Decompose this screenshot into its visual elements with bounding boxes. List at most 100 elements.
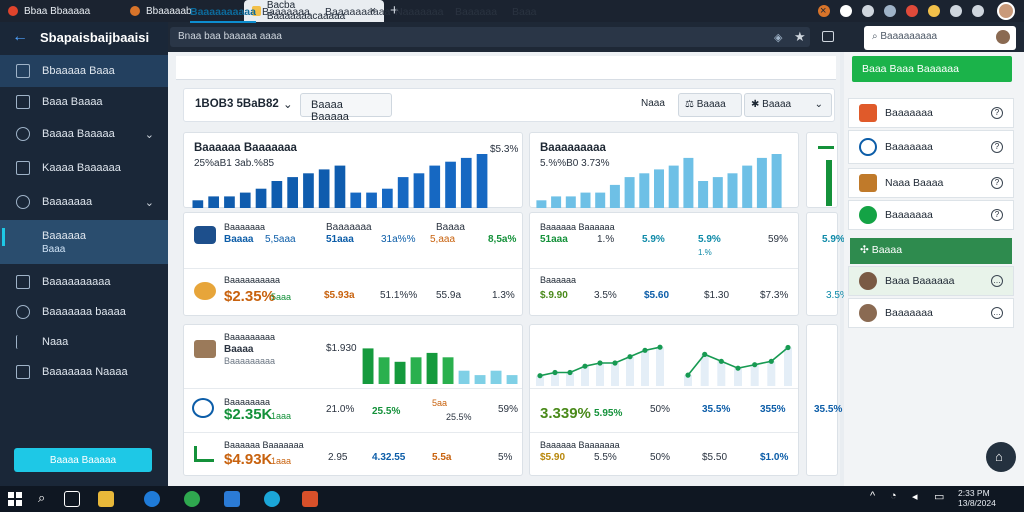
cell-value-large: 3.339%: [540, 405, 591, 422]
area-bar: [551, 372, 559, 386]
sidebar-item-active[interactable]: Baaaaaa Baaa: [0, 220, 168, 264]
bar-mark: [445, 161, 456, 208]
help-icon[interactable]: ?: [991, 209, 1003, 221]
metrics-table: [183, 212, 523, 316]
close-icon[interactable]: ×: [820, 5, 827, 17]
more-icon[interactable]: …: [991, 275, 1003, 287]
back-arrow-icon[interactable]: ←: [12, 28, 28, 45]
start-menu-icon[interactable]: [8, 492, 22, 506]
data-point: [718, 358, 724, 364]
period-select[interactable]: 1BOB3 5BaB82 ⌄: [187, 93, 297, 117]
sidebar-item[interactable]: Baaaaaaaaaa: [0, 266, 168, 298]
sidebar-item[interactable]: Kaaaa Baaaaaa: [0, 152, 168, 184]
sort-button[interactable]: ✱ Baaaa ⌄: [744, 93, 832, 117]
tab-item[interactable]: Baaaaaaaaaa: [325, 6, 391, 18]
browser-tab[interactable]: Bbaaaaab: [122, 0, 240, 22]
app-icon[interactable]: [264, 491, 280, 507]
view-toggle-button[interactable]: ⚖ Baaaa: [678, 93, 742, 117]
file-explorer-icon[interactable]: [98, 491, 114, 507]
panel-person[interactable]: Baaa Baaaaaa…: [848, 266, 1014, 296]
battery-icon[interactable]: ▭: [934, 491, 945, 503]
extension-icon[interactable]: [840, 5, 852, 17]
tab-favicon-icon: [130, 6, 140, 16]
share-icon[interactable]: ◈: [774, 32, 783, 44]
extension-icon[interactable]: [906, 5, 918, 17]
cell-value: 8,5a%: [488, 234, 517, 245]
sidebar-item[interactable]: Baaaaaaa Naaaa: [0, 356, 168, 388]
help-icon[interactable]: ?: [991, 107, 1003, 119]
extension-icon[interactable]: [928, 5, 940, 17]
panel-person[interactable]: Baaaaaaa…: [848, 298, 1014, 328]
sidebar-item[interactable]: Bbaaaaa Baaa: [0, 55, 168, 87]
tab-item[interactable]: Baaaaaaa: [262, 6, 310, 18]
sidebar-action-button[interactable]: Baaaa Baaaaa: [14, 448, 152, 472]
filter-button[interactable]: Baaaa Baaaaa: [300, 93, 392, 123]
bar-mark: [460, 157, 472, 208]
cell-value: 5.9%: [822, 234, 845, 245]
help-icon[interactable]: ?: [991, 141, 1003, 153]
area-bar: [566, 372, 574, 386]
chart-value: $5.3%: [490, 144, 519, 155]
bar-mark: [595, 192, 606, 208]
extension-icon[interactable]: [862, 5, 874, 17]
bar-mark: [224, 196, 235, 208]
more-icon[interactable]: …: [991, 307, 1003, 319]
sidebar-item[interactable]: Baaaaaaa baaaa: [0, 296, 168, 328]
tray-chevron-icon[interactable]: ^: [870, 490, 876, 502]
panel-item[interactable]: Baaaaaaa?: [848, 200, 1014, 230]
sidebar-item[interactable]: Baaaa Baaaaa ⌄: [0, 118, 168, 150]
more-link[interactable]: Naaa: [641, 98, 665, 109]
row-name: Baaaaaaaaa: [224, 332, 276, 342]
close-tab-icon[interactable]: ×: [369, 5, 376, 17]
bar-mark: [334, 165, 346, 208]
star-icon[interactable]: ★: [794, 29, 806, 44]
bar-mark: [208, 196, 219, 208]
browser-tab-active[interactable]: Bacba Baaaaaaacaaaaa ×: [244, 0, 384, 22]
extension-icon[interactable]: [884, 5, 896, 17]
filter-button-label: Baaaa Baaaaa: [311, 99, 349, 123]
chrome-icon[interactable]: [184, 491, 200, 507]
chart-subtitle: 5.%%B0 3.73%: [540, 158, 610, 169]
sidebar-item[interactable]: Baaaaaaa ⌄: [0, 186, 168, 218]
tab-item[interactable]: Baaaaaa: [455, 6, 498, 18]
task-view-icon[interactable]: [64, 491, 80, 507]
tab-overview[interactable]: Baaaaaaaaaa: [190, 6, 256, 23]
extension-icon[interactable]: [818, 5, 830, 17]
extension-icon[interactable]: [972, 5, 984, 17]
sidebar-item[interactable]: Naaa: [0, 326, 168, 358]
search-icon[interactable]: ⌕: [38, 490, 46, 505]
bar-mark: [654, 169, 664, 208]
panel-item[interactable]: Baaaaaaa?: [848, 130, 1014, 164]
wifi-icon[interactable]: ◔: [890, 490, 897, 502]
avatar[interactable]: [996, 30, 1010, 44]
search-input[interactable]: ⌕ Baaaaaaaaa: [864, 26, 1016, 50]
bar-mark: [826, 160, 832, 206]
company-logo: [194, 226, 216, 244]
chevron-down-icon[interactable]: ⌄: [144, 196, 154, 209]
store-icon[interactable]: [224, 491, 240, 507]
panel-item[interactable]: Baaaaaaa?: [848, 98, 1014, 128]
window-icon[interactable]: [822, 31, 834, 42]
browser-tab[interactable]: Bbaa Bbaaaaa: [0, 0, 120, 22]
row-sub: Baaaaaaaaa: [224, 356, 276, 366]
primary-action-button[interactable]: Baaa Baaa Baaaaaa: [852, 56, 1012, 82]
sidebar-item[interactable]: Baaa Baaaa: [0, 86, 168, 118]
app-icon[interactable]: [302, 491, 318, 507]
new-tab-button[interactable]: +: [390, 2, 399, 19]
extension-icon[interactable]: [950, 5, 962, 17]
tab-item[interactable]: Naaaaaaa: [395, 6, 444, 18]
volume-icon[interactable]: ◂: [912, 491, 918, 503]
search-input-text: Baaaaaaaaa: [880, 31, 938, 42]
taskbar-clock[interactable]: 2:33 PM 13/8/2024: [958, 488, 996, 508]
profile-avatar[interactable]: [997, 2, 1015, 20]
help-icon[interactable]: ?: [991, 177, 1003, 189]
data-point: [552, 369, 558, 376]
line-chart: [536, 344, 664, 386]
area-bar: [581, 366, 589, 386]
chevron-down-icon[interactable]: ⌄: [144, 128, 154, 141]
browser-icon[interactable]: [144, 491, 160, 507]
panel-item[interactable]: Naaa Baaaa?: [848, 168, 1014, 198]
tab-item[interactable]: Baaa: [512, 6, 537, 18]
home-fab-button[interactable]: ⌂: [986, 442, 1016, 472]
address-bar[interactable]: Bnaa baa baaaaa aaaa: [170, 27, 810, 47]
